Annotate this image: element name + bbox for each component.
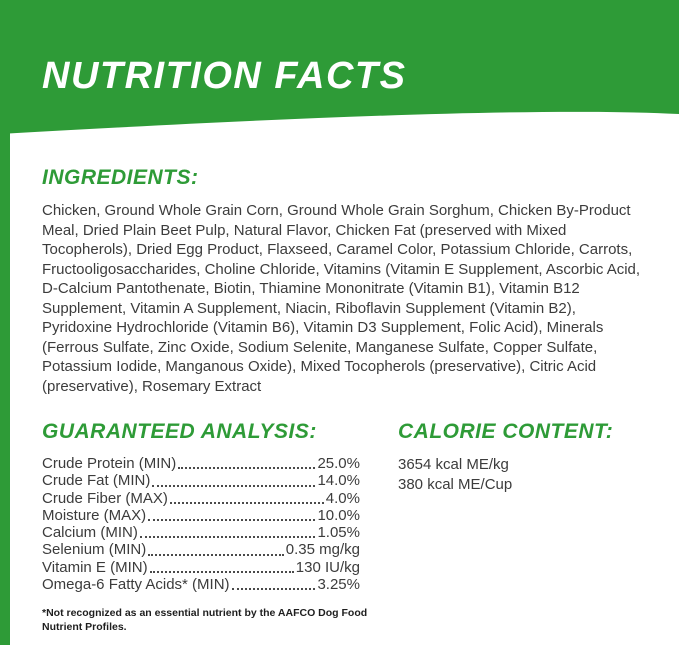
analysis-value: 4.0% <box>325 489 360 507</box>
analysis-label: Selenium (MIN) <box>42 541 147 559</box>
analysis-value: 10.0% <box>317 506 360 524</box>
analysis-row: Crude Fiber (MAX) 4.0% <box>42 490 360 507</box>
analysis-row: Selenium (MIN) 0.35 mg/kg <box>42 541 360 558</box>
page-title: NUTRITION FACTS <box>42 55 407 97</box>
header-band: NUTRITION FACTS <box>0 0 679 100</box>
dot-leader <box>149 571 294 574</box>
analysis-label: Calcium (MIN) <box>42 524 138 542</box>
analysis-label: Crude Fat (MIN) <box>42 472 151 490</box>
dot-leader <box>139 536 316 539</box>
analysis-value: 1.05% <box>317 524 360 542</box>
ingredients-text: Chicken, Ground Whole Grain Corn, Ground… <box>42 202 641 395</box>
ingredients-section: INGREDIENTS: Chicken, Ground Whole Grain… <box>42 166 641 396</box>
header-curve <box>0 100 679 134</box>
analysis-row: Crude Protein (MIN) 25.0% <box>42 455 360 472</box>
analysis-value: 130 IU/kg <box>295 558 360 576</box>
analysis-row: Omega-6 Fatty Acids* (MIN) 3.25% <box>42 576 360 593</box>
analysis-value: 25.0% <box>317 455 360 472</box>
lower-columns: GUARANTEED ANALYSIS: Crude Protein (MIN)… <box>42 420 641 593</box>
footnote: *Not recognized as an essential nutrient… <box>42 606 368 634</box>
analysis-label: Vitamin E (MIN) <box>42 558 148 576</box>
analysis-row: Calcium (MIN) 1.05% <box>42 524 360 541</box>
analysis-row: Crude Fat (MIN) 14.0% <box>42 472 360 489</box>
guaranteed-analysis-heading: GUARANTEED ANALYSIS: <box>42 420 317 443</box>
left-green-stripe <box>0 0 10 645</box>
calorie-line: 3654 kcal ME/kg <box>398 456 509 473</box>
analysis-row: Moisture (MAX) 10.0% <box>42 507 360 524</box>
calorie-content-section: CALORIE CONTENT: 3654 kcal ME/kg 380 kca… <box>398 420 613 593</box>
dot-leader <box>169 501 324 504</box>
analysis-label: Crude Fiber (MAX) <box>42 489 168 507</box>
dot-leader <box>178 467 316 470</box>
dot-leader <box>148 553 284 556</box>
calorie-content-heading: CALORIE CONTENT: <box>398 420 614 443</box>
dot-leader <box>152 484 316 487</box>
analysis-value: 0.35 mg/kg <box>285 541 360 559</box>
analysis-label: Crude Protein (MIN) <box>42 455 177 472</box>
analysis-value: 3.25% <box>317 576 360 594</box>
analysis-row: Vitamin E (MIN) 130 IU/kg <box>42 559 360 576</box>
dot-leader <box>148 519 316 522</box>
analysis-rows: Crude Protein (MIN) 25.0% Crude Fat (MIN… <box>42 455 360 593</box>
analysis-label: Moisture (MAX) <box>42 506 147 524</box>
label-body: INGREDIENTS: Chicken, Ground Whole Grain… <box>0 136 679 593</box>
calorie-line: 380 kcal ME/Cup <box>398 476 513 493</box>
ingredients-heading: INGREDIENTS: <box>42 166 199 189</box>
dot-leader <box>231 588 316 591</box>
guaranteed-analysis-section: GUARANTEED ANALYSIS: Crude Protein (MIN)… <box>42 420 360 593</box>
analysis-value: 14.0% <box>317 472 360 490</box>
analysis-label: Omega-6 Fatty Acids* (MIN) <box>42 576 230 594</box>
